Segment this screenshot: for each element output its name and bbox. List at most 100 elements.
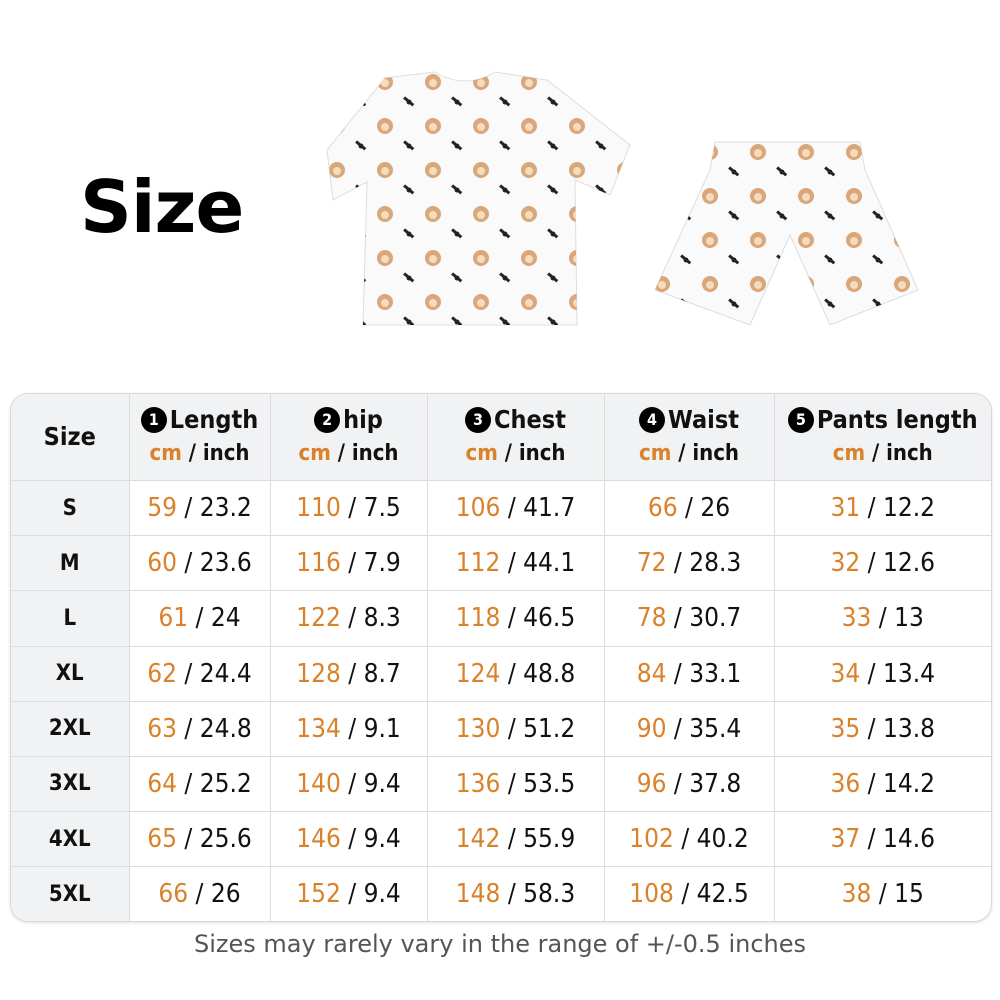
inch-value: 24 (210, 603, 241, 634)
inch-value: 15 (894, 879, 924, 910)
measurement-cell: 128 / 8.7 (269, 645, 428, 702)
cm-value: 66 (158, 879, 189, 910)
cm-value: 124 (455, 658, 501, 689)
cm-value: 96 (636, 768, 667, 799)
cm-value: 78 (636, 603, 667, 634)
inch-value: 42.5 (696, 879, 749, 910)
measurement-cell: 31 / 12.2 (773, 479, 991, 537)
inch-value: 14.6 (882, 824, 936, 855)
measurement-cell: 130 / 51.2 (426, 700, 605, 757)
size-cell: 3XL (11, 755, 130, 813)
column-header: 4 Waist cm / inch (603, 394, 775, 481)
measurement-cell: 65 / 25.6 (128, 811, 271, 868)
measurement-cell: 148 / 58.3 (426, 866, 605, 921)
measurement-cell: 61 / 24 (128, 590, 271, 647)
cm-value: 36 (830, 768, 861, 799)
table-row: S 59 / 23.2 110 / 7.5 106 / 41.7 66 / 26 31 /… (11, 479, 991, 537)
cm-value: 112 (455, 548, 501, 579)
unit-cm: cm (298, 441, 331, 466)
number-badge-icon: 3 (465, 407, 492, 433)
measurement-cell: 136 / 53.5 (426, 755, 605, 813)
column-header: 3 Chest cm / inch (426, 394, 605, 481)
unit-cm: cm (149, 441, 182, 466)
measurement-cell: 66 / 26 (128, 866, 271, 921)
inch-value: 13 (894, 603, 924, 634)
header-row: Size 1 Length cm / inch 2 hip cm / inch 3 Che… (11, 394, 991, 481)
measurement-cell: 122 / 8.3 (269, 590, 428, 647)
unit-inch: / inch (678, 441, 740, 466)
cm-value: 106 (455, 493, 501, 524)
inch-value: 8.3 (363, 603, 401, 634)
size-variance-note: Sizes may rarely vary in the range of +/… (193, 930, 806, 958)
inch-value: 33.1 (689, 658, 742, 689)
measurement-cell: 36 / 14.2 (773, 755, 991, 813)
cm-value: 72 (636, 548, 667, 579)
cm-value: 142 (455, 824, 501, 855)
inch-value: 25.2 (199, 768, 252, 799)
inch-value: 9.4 (363, 768, 401, 799)
inch-value: 13.8 (882, 713, 936, 744)
cm-value: 140 (296, 768, 341, 799)
cm-value: 60 (147, 548, 177, 579)
cm-value: 35 (830, 713, 861, 744)
column-label: Chest (494, 405, 566, 434)
inch-value: 46.5 (523, 603, 576, 634)
column-label: hip (343, 405, 383, 434)
measurement-cell: 64 / 25.2 (128, 755, 271, 813)
column-header: 5 Pants length cm / inch (773, 394, 991, 481)
cm-value: 38 (841, 879, 872, 910)
table-row: 3XL 64 / 25.2 140 / 9.4 136 / 53.5 96 / 37.8… (11, 755, 991, 813)
measurement-cell: 59 / 23.2 (128, 479, 271, 537)
inch-value: 44.1 (523, 548, 576, 579)
size-cell: XL (11, 645, 130, 702)
cm-value: 37 (830, 824, 861, 855)
cm-value: 108 (629, 879, 674, 910)
measurement-cell: 35 / 13.8 (773, 700, 991, 757)
inch-value: 25.6 (199, 824, 252, 855)
number-badge-icon: 1 (140, 407, 167, 433)
inch-value: 28.3 (689, 548, 742, 579)
measurement-cell: 90 / 35.4 (603, 700, 775, 757)
inch-value: 14.2 (882, 768, 936, 799)
cm-value: 116 (296, 548, 341, 579)
measurement-cell: 146 / 9.4 (269, 811, 428, 868)
number-badge-icon: 2 (314, 407, 341, 433)
unit-cm: cm (638, 441, 672, 466)
inch-value: 7.5 (363, 493, 401, 524)
cm-value: 32 (830, 548, 861, 579)
table-row: 4XL 65 / 25.6 146 / 9.4 142 / 55.9 102 / 40.… (11, 811, 991, 868)
inch-value: 23.2 (199, 493, 252, 524)
cm-value: 84 (636, 658, 667, 689)
cm-value: 152 (296, 879, 341, 910)
measurement-cell: 102 / 40.2 (603, 811, 775, 868)
column-label: Waist (668, 405, 739, 434)
column-label: Pants length (816, 405, 978, 434)
measurement-cell: 34 / 13.4 (773, 645, 991, 702)
measurement-cell: 108 / 42.5 (603, 866, 775, 921)
measurement-cell: 62 / 24.4 (128, 645, 271, 702)
cm-value: 33 (841, 603, 872, 634)
inch-value: 55.9 (523, 824, 576, 855)
table-row: 5XL 66 / 26 152 / 9.4 148 / 58.3 108 / 42.5 3… (11, 866, 991, 921)
size-chart-table: Size 1 Length cm / inch 2 hip cm / inch 3 Che… (10, 393, 992, 922)
measurement-cell: 124 / 48.8 (426, 645, 605, 702)
size-cell: 2XL (11, 700, 130, 757)
inch-value: 9.4 (363, 824, 401, 855)
inch-value: 26 (210, 879, 241, 910)
number-badge-icon: 5 (787, 407, 814, 433)
unit-inch: / inch (871, 441, 933, 466)
cm-value: 128 (296, 658, 341, 689)
inch-value: 9.1 (363, 713, 401, 744)
measurement-cell: 38 / 15 (773, 866, 991, 921)
measurement-cell: 142 / 55.9 (426, 811, 605, 868)
size-header: Size (11, 394, 130, 481)
inch-value: 58.3 (523, 879, 576, 910)
unit-inch: / inch (337, 441, 399, 466)
cm-value: 90 (636, 713, 667, 744)
column-label: Length (169, 405, 259, 434)
unit-cm: cm (832, 441, 866, 466)
table-row: M 60 / 23.6 116 / 7.9 112 / 44.1 72 / 28.3 32… (11, 535, 991, 592)
measurement-cell: 134 / 9.1 (269, 700, 428, 757)
inch-value: 9.4 (363, 879, 401, 910)
inch-value: 23.6 (199, 548, 252, 579)
